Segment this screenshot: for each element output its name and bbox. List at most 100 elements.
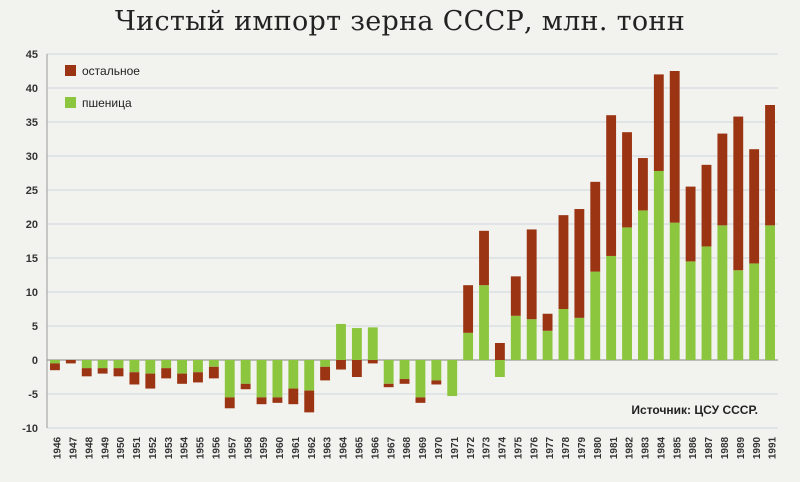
y-tick-label: 40	[26, 83, 38, 95]
x-tick-label: 1960	[275, 436, 286, 459]
bar-other	[717, 133, 728, 226]
x-tick-label: 1969	[418, 436, 429, 459]
x-tick-label: 1982	[625, 436, 636, 459]
x-tick-label: 1973	[482, 436, 493, 459]
x-tick-label: 1991	[768, 436, 779, 459]
bar-wheat	[193, 360, 203, 373]
bar-other	[224, 397, 235, 409]
bar-other	[765, 105, 775, 226]
bar-wheat	[113, 360, 124, 369]
y-tick-label: -5	[28, 389, 38, 401]
bar-wheat	[415, 360, 426, 398]
bar-wheat	[304, 360, 315, 391]
x-tick-label: 1967	[386, 436, 397, 459]
y-tick-label: 45	[26, 49, 38, 61]
bar-other	[272, 397, 283, 403]
x-tick-label: 1964	[339, 436, 350, 459]
x-tick-label: 1962	[307, 436, 318, 459]
x-tick-label: 1965	[355, 436, 366, 459]
bar-other	[653, 74, 664, 171]
bar-other	[399, 379, 410, 384]
legend: остальное пшеница	[65, 64, 140, 110]
bar-wheat	[669, 222, 680, 360]
y-tick-label: 25	[26, 185, 38, 197]
x-tick-label: 1988	[720, 436, 731, 459]
bar-other	[193, 372, 203, 383]
bar-other	[590, 181, 601, 272]
x-tick-label: 1975	[513, 436, 524, 459]
bar-wheat	[97, 360, 108, 369]
x-axis-ticks: 1946 1947 1948 1949 1950 1951 1952 1953 1954 1955…	[53, 436, 779, 459]
bar-wheat	[574, 317, 585, 360]
bar-wheat	[653, 170, 664, 360]
x-tick-label: 1983	[641, 436, 652, 459]
bar-other	[97, 368, 108, 374]
x-tick-label: 1980	[593, 436, 604, 459]
x-tick-label: 1957	[227, 436, 238, 459]
x-tick-label: 1974	[498, 436, 509, 459]
bar-other	[336, 360, 346, 370]
bar-other	[685, 186, 696, 262]
x-tick-label: 1984	[656, 436, 667, 459]
x-tick-label: 1979	[577, 436, 588, 459]
bar-wheat	[320, 360, 331, 367]
x-tick-label: 1955	[196, 436, 207, 459]
x-tick-label: 1947	[68, 436, 79, 459]
x-tick-label: 1971	[450, 436, 461, 459]
y-tick-label: 15	[26, 253, 38, 265]
x-tick-label: 1956	[211, 436, 222, 459]
bar-wheat	[81, 360, 92, 369]
legend-label: пшеница	[82, 96, 132, 110]
bar-other	[463, 285, 474, 333]
x-tick-label: 1972	[466, 436, 477, 459]
bar-other	[669, 71, 680, 223]
bar-wheat	[717, 225, 728, 360]
bar-other	[288, 388, 299, 405]
x-tick-label: 1989	[736, 436, 747, 459]
bar-wheat	[367, 327, 378, 360]
bar-other	[65, 360, 76, 364]
y-axis-ticks: -10 -5 0 5 10 15 20 25 30 35 40 45	[22, 49, 38, 435]
x-tick-label: 1963	[323, 436, 334, 459]
bar-wheat	[494, 360, 505, 377]
bar-wheat	[161, 360, 172, 369]
bar-wheat	[606, 255, 617, 360]
bar-wheat	[336, 323, 346, 360]
bar-wheat	[701, 246, 712, 360]
x-tick-label: 1990	[752, 436, 763, 459]
bar-wheat	[129, 360, 140, 373]
bar-other	[240, 383, 251, 390]
bar-other	[161, 368, 172, 379]
x-tick-label: 1978	[561, 436, 572, 459]
x-tick-label: 1951	[132, 436, 143, 459]
x-tick-label: 1970	[434, 436, 445, 459]
x-tick-label: 1958	[243, 436, 254, 459]
bar-other	[383, 383, 394, 388]
bar-other	[479, 230, 489, 286]
bar-other	[81, 368, 92, 377]
bar-other	[749, 149, 760, 264]
bar-other	[526, 229, 537, 320]
bar-wheat	[208, 360, 219, 367]
y-tick-label: 30	[26, 151, 38, 163]
bar-other	[431, 380, 442, 385]
bar-wheat	[479, 285, 489, 360]
bar-other	[304, 390, 315, 413]
bar-wheat	[431, 360, 442, 381]
bar-other	[606, 115, 617, 256]
y-tick-label: 0	[32, 355, 38, 367]
y-tick-label: 10	[26, 287, 38, 299]
bar-wheat	[288, 360, 299, 389]
bar-other	[574, 209, 585, 318]
bar-other	[129, 372, 140, 385]
bar-wheat	[510, 315, 521, 360]
bar-wheat	[351, 328, 362, 360]
x-tick-label: 1953	[164, 436, 175, 459]
x-tick-label: 1977	[545, 436, 556, 459]
bar-other	[494, 343, 505, 360]
bar-other	[145, 373, 156, 389]
bar-wheat	[399, 360, 410, 380]
x-tick-label: 1954	[180, 436, 191, 459]
bar-other	[50, 363, 60, 371]
